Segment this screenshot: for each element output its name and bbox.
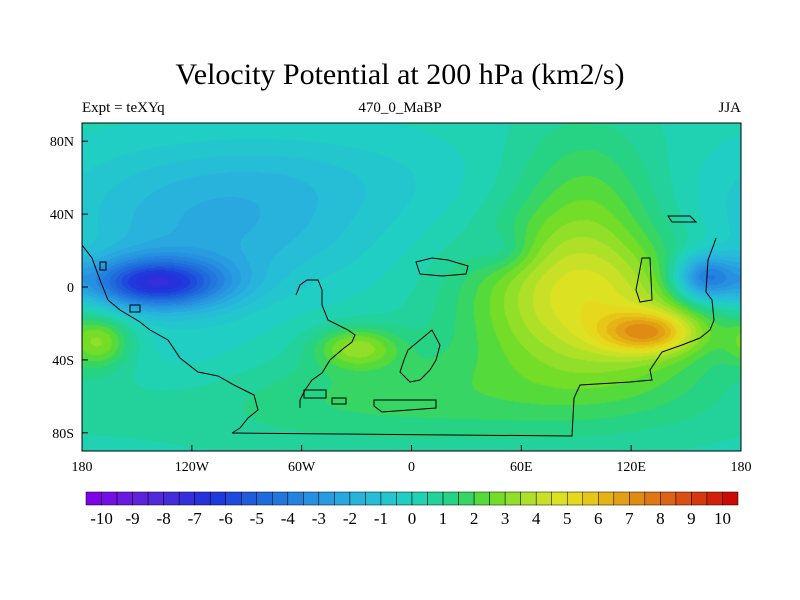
colorbar-label: 3 bbox=[501, 509, 510, 528]
colorbar-label: -8 bbox=[157, 509, 171, 528]
colorbar-swatch bbox=[613, 491, 630, 506]
colorbar-swatch bbox=[396, 491, 413, 506]
colorbar-label: 10 bbox=[714, 509, 731, 528]
x-tick-label: 180 bbox=[731, 460, 752, 475]
x-tick-label: 180 bbox=[72, 460, 93, 475]
coastline-island-2 bbox=[331, 397, 347, 405]
colorbar-swatch bbox=[380, 491, 397, 506]
filled-contour-field bbox=[82, 123, 741, 451]
coastline-south-america bbox=[295, 279, 356, 408]
colorbar-swatch bbox=[147, 491, 164, 506]
colorbar: -10 -9 -8 -7 -6 -5 -4 -3 -2 -1 0 1 2 3 4 5 6 7 8 9 10 bbox=[85, 491, 739, 528]
x-tick-label: 60W bbox=[288, 460, 316, 475]
colorbar-swatch bbox=[334, 491, 351, 506]
colorbar-label: 7 bbox=[625, 509, 634, 528]
colorbar-label: -2 bbox=[343, 509, 357, 528]
season-label: JJA bbox=[718, 100, 741, 116]
colorbar-label: 2 bbox=[470, 509, 479, 528]
coastline-pacific bbox=[635, 257, 653, 303]
coastline-pacific-3 bbox=[99, 261, 107, 271]
colorbar-label: 6 bbox=[594, 509, 603, 528]
colorbar-swatch bbox=[132, 491, 149, 506]
contour-field bbox=[82, 123, 741, 451]
colorbar-swatch bbox=[256, 491, 273, 506]
colorbar-swatch bbox=[675, 491, 692, 506]
colorbar-swatch bbox=[349, 491, 366, 506]
x-axis: 180 120W 60W 0 60E 120E 180 bbox=[72, 445, 752, 475]
colorbar-label: -7 bbox=[188, 509, 203, 528]
coastline-americas-west bbox=[81, 244, 259, 434]
colorbar-swatch bbox=[691, 491, 708, 506]
experiment-label: Expt = teXYq bbox=[82, 100, 165, 116]
colorbar-swatch bbox=[240, 491, 258, 506]
colorbar-swatch bbox=[303, 491, 320, 506]
colorbar-label: -10 bbox=[90, 509, 113, 528]
colorbar-swatch bbox=[442, 491, 459, 506]
colorbar-label: 1 bbox=[439, 509, 448, 528]
colorbar-label: -5 bbox=[250, 509, 264, 528]
coastline-antarctica bbox=[231, 237, 717, 437]
colorbar-swatch bbox=[225, 491, 242, 506]
colorbar-swatch bbox=[209, 491, 226, 506]
y-tick-label: 80S bbox=[52, 427, 74, 442]
colorbar-swatch bbox=[178, 491, 195, 506]
colorbar-swatch bbox=[706, 491, 723, 506]
colorbar-label: -9 bbox=[125, 509, 139, 528]
colorbar-swatch bbox=[566, 491, 584, 506]
colorbar-swatch bbox=[598, 491, 615, 506]
colorbar-swatch bbox=[551, 491, 568, 506]
y-tick-label: 40S bbox=[52, 354, 74, 369]
colorbar-swatch bbox=[582, 491, 599, 506]
colorbar-label: -3 bbox=[312, 509, 326, 528]
coastline-pacific-2 bbox=[129, 304, 141, 313]
colorbar-label: 9 bbox=[687, 509, 696, 528]
colorbar-swatch bbox=[101, 491, 118, 506]
x-tick-label: 60E bbox=[510, 460, 533, 475]
coastline-japan bbox=[667, 215, 698, 223]
y-tick-label: 40N bbox=[50, 208, 74, 223]
colorbar-swatch bbox=[116, 491, 133, 506]
colorbar-label: 0 bbox=[408, 509, 417, 528]
colorbar-swatch bbox=[365, 491, 382, 506]
colorbar-swatch bbox=[194, 491, 211, 506]
colorbar-swatch bbox=[489, 491, 506, 506]
coastline-eurasia bbox=[415, 257, 469, 277]
colorbar-swatch bbox=[163, 491, 180, 506]
coastline-island-1 bbox=[303, 389, 327, 399]
colorbar-swatch bbox=[535, 491, 552, 506]
colorbar-label: 5 bbox=[563, 509, 572, 528]
colorbar-swatch bbox=[629, 491, 646, 506]
colorbar-swatch bbox=[504, 491, 521, 506]
x-tick-label: 0 bbox=[408, 460, 415, 475]
x-tick-label: 120W bbox=[175, 460, 210, 475]
colorbar-swatch bbox=[644, 491, 661, 506]
colorbar-swatch bbox=[520, 491, 537, 506]
colorbar-label: 4 bbox=[532, 509, 541, 528]
colorbar-label: 8 bbox=[656, 509, 665, 528]
colorbar-swatch bbox=[318, 491, 335, 506]
colorbar-swatch bbox=[427, 491, 444, 506]
colorbar-label: -4 bbox=[281, 509, 296, 528]
coastlines bbox=[81, 215, 717, 437]
x-tick-label: 120E bbox=[616, 460, 646, 475]
colorbar-swatch bbox=[473, 491, 490, 506]
colorbar-swatch bbox=[272, 491, 289, 506]
coastline-africa bbox=[399, 329, 441, 383]
colorbar-swatch bbox=[287, 491, 304, 506]
colorbar-label: -1 bbox=[374, 509, 388, 528]
y-tick-label: 80N bbox=[50, 135, 74, 150]
period-label: 470_0_MaBP bbox=[358, 100, 442, 116]
colorbar-label: -6 bbox=[219, 509, 233, 528]
y-axis: 80N 40N 0 40S 80S bbox=[50, 135, 88, 442]
colorbar-swatch bbox=[660, 491, 677, 506]
colorbar-swatch bbox=[411, 491, 428, 506]
colorbar-swatch bbox=[722, 491, 739, 506]
y-tick-label: 0 bbox=[67, 281, 74, 296]
coastline-australia bbox=[373, 399, 437, 413]
colorbar-swatch bbox=[85, 491, 102, 506]
chart-title: Velocity Potential at 200 hPa (km2/s) bbox=[175, 58, 625, 91]
colorbar-swatch bbox=[458, 491, 475, 506]
